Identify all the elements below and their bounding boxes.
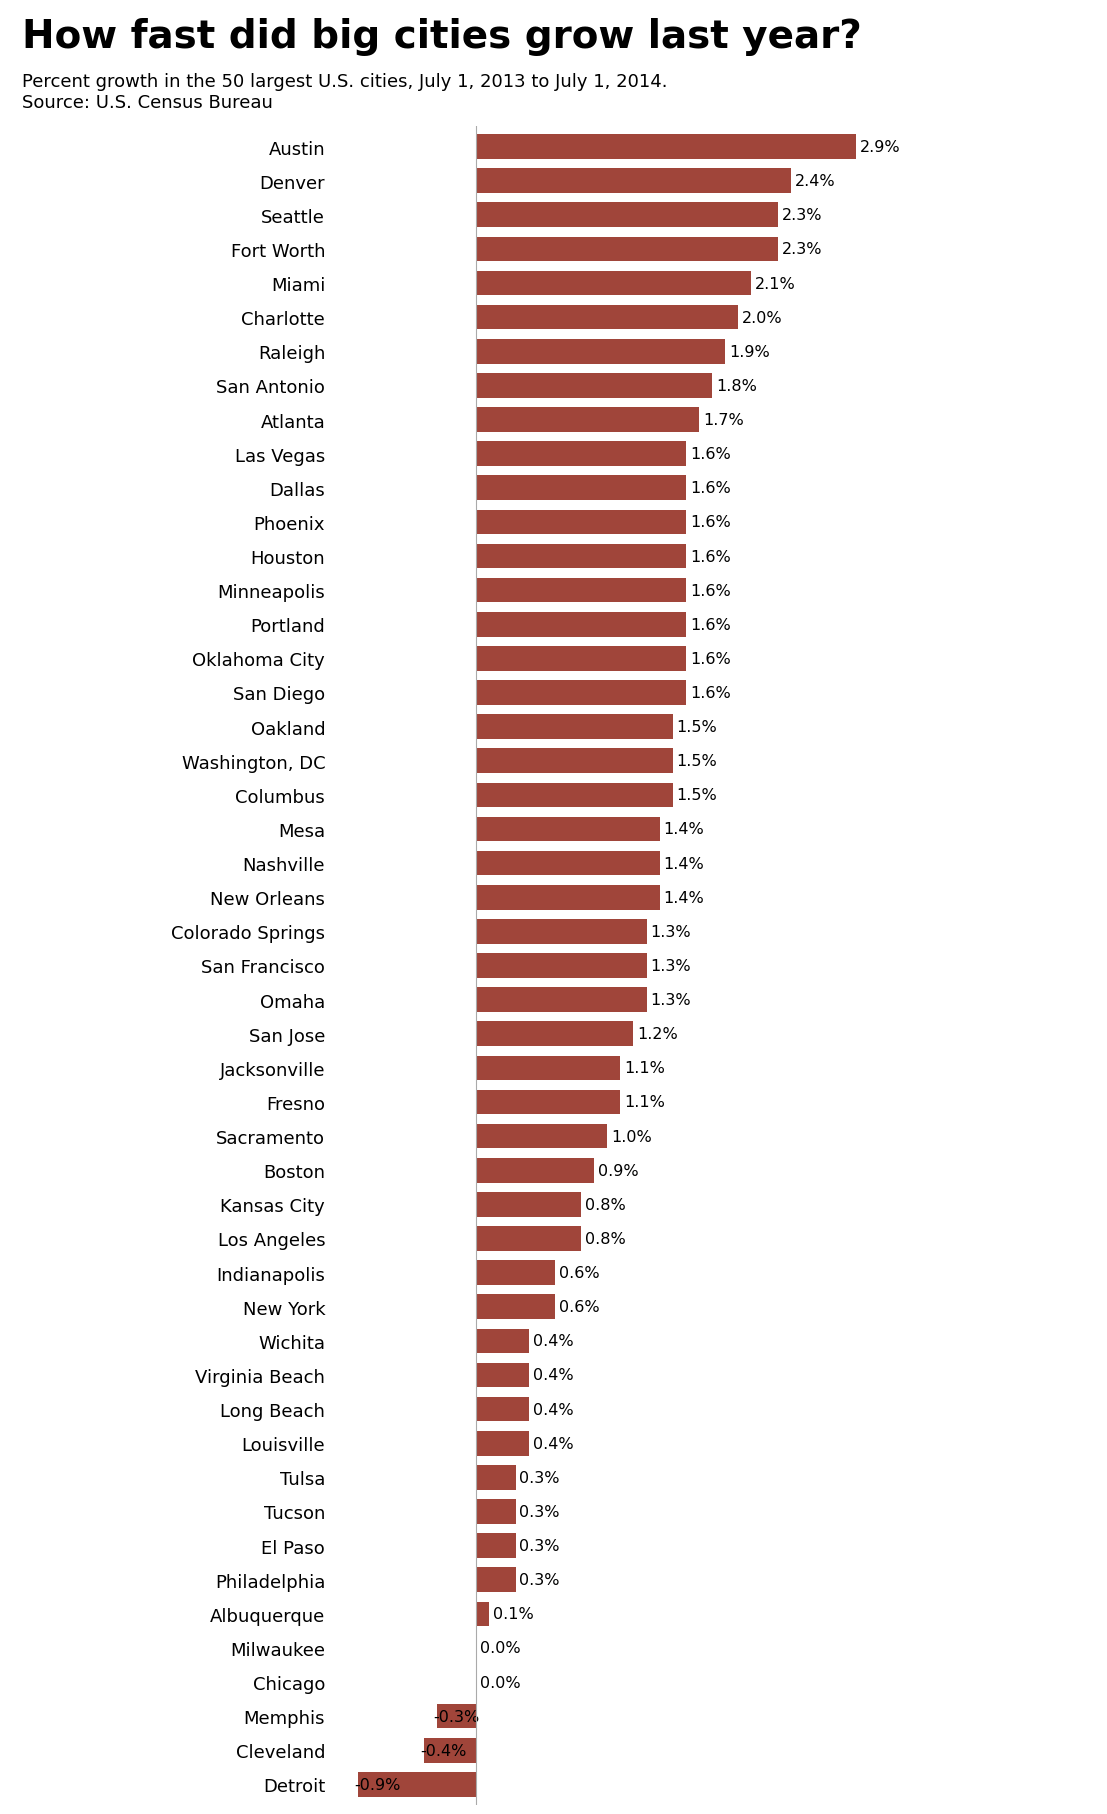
Bar xyxy=(476,238,777,261)
Text: -0.9%: -0.9% xyxy=(354,1778,401,1792)
Bar xyxy=(476,749,673,773)
Bar xyxy=(476,1226,581,1252)
Text: 1.6%: 1.6% xyxy=(690,617,731,633)
Text: 1.6%: 1.6% xyxy=(690,515,731,530)
Bar xyxy=(476,1295,555,1319)
Bar xyxy=(476,1330,529,1353)
Text: 0.4%: 0.4% xyxy=(532,1437,573,1451)
Bar xyxy=(476,408,699,432)
Text: 0.3%: 0.3% xyxy=(519,1469,560,1486)
Bar xyxy=(476,544,686,570)
Text: 1.4%: 1.4% xyxy=(663,856,704,871)
Bar xyxy=(476,851,660,876)
Bar xyxy=(476,307,738,330)
Bar xyxy=(476,613,686,637)
Text: 1.3%: 1.3% xyxy=(651,992,691,1007)
Bar xyxy=(424,1738,476,1763)
Text: 1.4%: 1.4% xyxy=(663,891,704,905)
Text: 0.4%: 0.4% xyxy=(532,1402,573,1417)
Text: 0.8%: 0.8% xyxy=(584,1197,625,1212)
Bar xyxy=(476,1362,529,1388)
Bar xyxy=(476,374,712,399)
Text: 2.3%: 2.3% xyxy=(782,243,823,258)
Bar xyxy=(476,1021,633,1047)
Text: 1.6%: 1.6% xyxy=(690,481,731,495)
Text: 2.0%: 2.0% xyxy=(742,310,783,325)
Bar xyxy=(476,1431,529,1455)
Bar xyxy=(476,818,660,842)
Text: 2.3%: 2.3% xyxy=(782,209,823,223)
Text: 1.6%: 1.6% xyxy=(690,686,731,700)
Bar xyxy=(476,477,686,501)
Bar xyxy=(476,1500,516,1524)
Text: 0.3%: 0.3% xyxy=(519,1538,560,1553)
Bar xyxy=(476,1466,516,1489)
Bar xyxy=(476,1159,594,1183)
Text: 0.3%: 0.3% xyxy=(519,1573,560,1587)
Text: 2.1%: 2.1% xyxy=(755,276,796,292)
Bar xyxy=(476,954,646,978)
Bar xyxy=(476,169,790,194)
Bar xyxy=(476,1533,516,1558)
Text: 1.6%: 1.6% xyxy=(690,651,731,666)
Bar xyxy=(476,715,673,740)
Bar xyxy=(476,510,686,535)
Text: 0.0%: 0.0% xyxy=(480,1674,520,1689)
Bar xyxy=(476,784,673,807)
Text: -0.4%: -0.4% xyxy=(420,1743,466,1758)
Bar xyxy=(476,920,646,943)
Bar xyxy=(437,1703,476,1729)
Text: 1.6%: 1.6% xyxy=(690,584,731,599)
Bar xyxy=(476,339,725,365)
Bar xyxy=(476,136,856,160)
Bar xyxy=(476,1397,529,1422)
Text: -0.3%: -0.3% xyxy=(433,1709,479,1723)
Bar xyxy=(476,648,686,671)
Text: 0.1%: 0.1% xyxy=(494,1607,534,1622)
Text: Percent growth in the 50 largest U.S. cities, July 1, 2013 to July 1, 2014.: Percent growth in the 50 largest U.S. ci… xyxy=(22,73,668,91)
Text: 1.9%: 1.9% xyxy=(730,345,769,359)
Text: 0.0%: 0.0% xyxy=(480,1640,520,1656)
Bar xyxy=(476,1090,620,1114)
Text: 0.4%: 0.4% xyxy=(532,1368,573,1382)
Bar xyxy=(476,1125,608,1148)
Text: 0.6%: 0.6% xyxy=(559,1299,599,1315)
Text: 1.3%: 1.3% xyxy=(651,958,691,974)
Text: 1.5%: 1.5% xyxy=(676,720,717,735)
Bar xyxy=(476,272,752,296)
Text: 1.4%: 1.4% xyxy=(663,822,704,836)
Text: 0.3%: 0.3% xyxy=(519,1504,560,1518)
Bar xyxy=(476,203,777,229)
Bar xyxy=(476,680,686,706)
Bar xyxy=(476,1567,516,1593)
Bar xyxy=(476,1602,489,1625)
Text: 1.1%: 1.1% xyxy=(624,1061,665,1076)
Bar xyxy=(476,1261,555,1284)
Text: 1.6%: 1.6% xyxy=(690,550,731,564)
Text: 0.4%: 0.4% xyxy=(532,1333,573,1348)
Bar xyxy=(476,443,686,466)
Text: 1.5%: 1.5% xyxy=(676,787,717,804)
Text: 2.4%: 2.4% xyxy=(795,174,836,189)
Text: 0.6%: 0.6% xyxy=(559,1266,599,1281)
Bar xyxy=(476,579,686,602)
Text: 1.7%: 1.7% xyxy=(703,414,744,428)
Bar xyxy=(476,885,660,911)
Text: 0.8%: 0.8% xyxy=(584,1232,625,1246)
Text: 1.3%: 1.3% xyxy=(651,925,691,940)
Text: Source: U.S. Census Bureau: Source: U.S. Census Bureau xyxy=(22,94,273,112)
Text: 2.9%: 2.9% xyxy=(860,140,901,154)
Text: 1.2%: 1.2% xyxy=(638,1027,679,1041)
Text: 1.8%: 1.8% xyxy=(716,379,757,394)
Text: 1.5%: 1.5% xyxy=(676,755,717,769)
Bar xyxy=(359,1772,476,1796)
Bar xyxy=(476,989,646,1012)
Bar xyxy=(476,1192,581,1217)
Text: How fast did big cities grow last year?: How fast did big cities grow last year? xyxy=(22,18,862,56)
Text: 1.6%: 1.6% xyxy=(690,446,731,463)
Bar xyxy=(476,1056,620,1081)
Text: 1.1%: 1.1% xyxy=(624,1096,665,1110)
Text: 0.9%: 0.9% xyxy=(598,1163,639,1177)
Text: 1.0%: 1.0% xyxy=(611,1128,652,1145)
